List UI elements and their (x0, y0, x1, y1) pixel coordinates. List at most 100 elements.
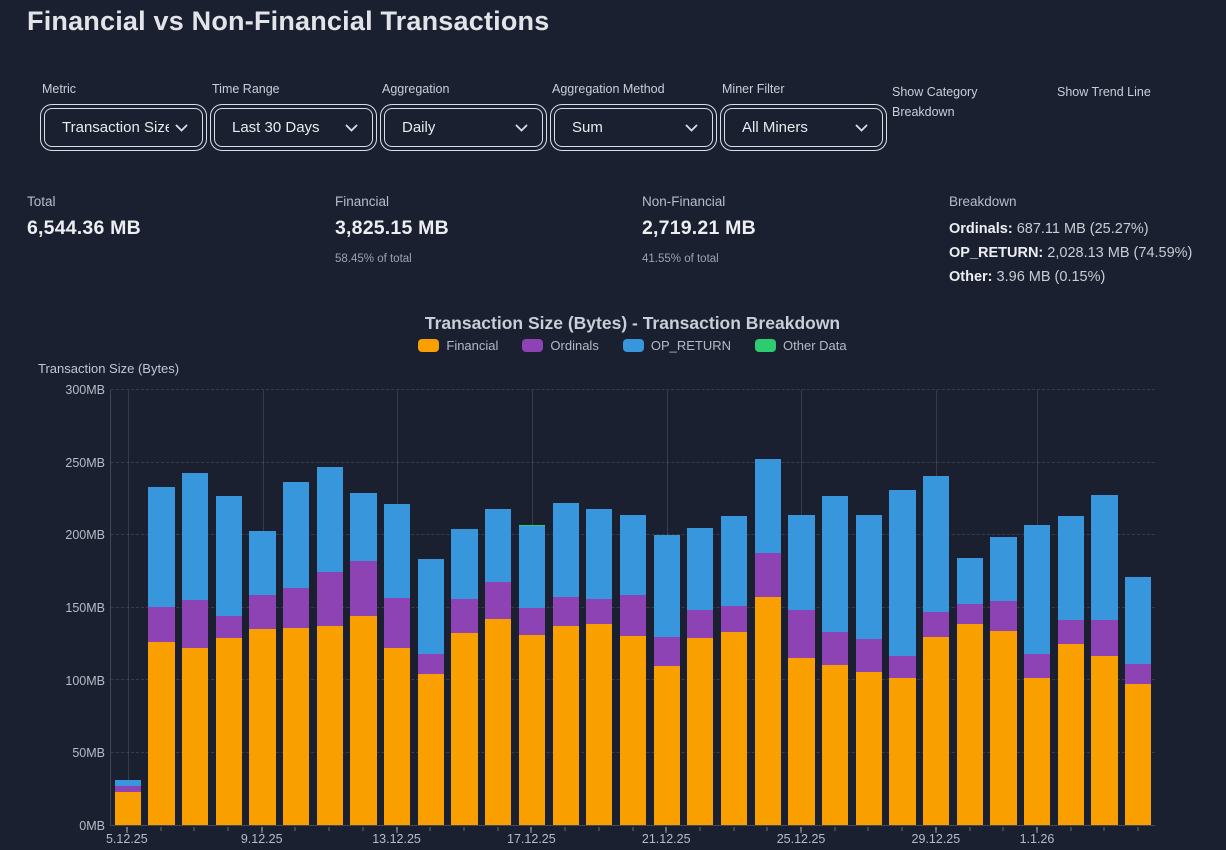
stacked-bar-16.12.25 (485, 509, 512, 825)
bar-segment-op-return (518, 525, 546, 609)
x-tick-mark (193, 827, 195, 831)
filter-time-range: Time Range Last 30 Days (210, 82, 380, 151)
stacked-bar-10.12.25 (283, 482, 310, 825)
bar-segment-op-return (1125, 577, 1152, 665)
bar-segment-op-return (586, 509, 613, 599)
x-tick-mark-major (261, 827, 263, 833)
bar-slot (212, 390, 246, 825)
stacked-bar-25.12.25 (788, 514, 815, 825)
bar-slot (650, 390, 684, 825)
legend-label: Ordinals (550, 338, 599, 353)
chevron-down-icon (175, 124, 188, 132)
stacked-bar-15.12.25 (451, 528, 478, 825)
stacked-bar-22.12.25 (687, 528, 714, 825)
time-range-label: Time Range (212, 82, 280, 96)
aggregation-select-inner: Daily (384, 108, 543, 147)
x-tick-mark (1002, 827, 1004, 831)
bar-segment-op-return (417, 559, 445, 654)
bar-slot (582, 390, 616, 825)
legend-item-op-return[interactable]: OP_RETURN (622, 338, 732, 353)
bar-slot (1121, 390, 1155, 825)
bar-slot (987, 390, 1021, 825)
bar-slot (1054, 390, 1088, 825)
stacked-bar-29.12.25 (922, 476, 950, 825)
bar-segment-op-return (485, 509, 512, 583)
legend-item-ordinals[interactable]: Ordinals (522, 338, 599, 353)
bar-segment-ordinals (552, 596, 579, 626)
stacked-bar-7.12.25 (182, 473, 209, 825)
stat-non-financial-sub: 41.55% of total (642, 253, 719, 265)
x-tick-mark (429, 827, 431, 831)
chart-legend: Financial Ordinals OP_RETURN Other Data (110, 338, 1155, 353)
bar-segment-ordinals (754, 553, 781, 597)
x-tick-label: 25.12.25 (776, 832, 826, 846)
bar-segment-financial (1023, 677, 1051, 825)
legend-item-other-data[interactable]: Other Data (755, 338, 847, 353)
bar-segment-ordinals (586, 598, 613, 624)
bar-slot (347, 390, 381, 825)
aggregation-method-label: Aggregation Method (552, 82, 665, 96)
bar-segment-ordinals (518, 608, 546, 635)
y-tick-label: 150MB (65, 601, 105, 615)
bar-segment-op-return (384, 503, 411, 598)
chevron-down-icon (855, 124, 868, 132)
stacked-bar-31.12.25 (990, 536, 1017, 825)
h-gridline (111, 461, 1155, 463)
metric-select-inner: Transaction Size (44, 108, 203, 147)
stacked-bar-3.1.26 (1091, 494, 1118, 825)
y-tick-label: 100MB (65, 673, 105, 688)
bar-segment-financial (619, 636, 647, 825)
x-tick-mark (699, 827, 701, 831)
filter-show-category-breakdown[interactable]: Show Category Breakdown (890, 82, 1055, 151)
bar-segment-financial (350, 615, 377, 825)
bar-slot (1088, 390, 1122, 825)
stat-financial: Financial 3,825.15 MB 58.45% of total (335, 194, 449, 265)
stacked-bar-23.12.25 (720, 515, 748, 825)
x-tick-mark (598, 827, 600, 831)
stat-breakdown-label: Breakdown (949, 194, 1017, 209)
bar-segment-ordinals (619, 595, 647, 637)
bar-slot (751, 390, 785, 825)
metric-select[interactable]: Transaction Size (40, 104, 207, 151)
bar-slot (785, 390, 819, 825)
miner-filter-select-inner: All Miners (724, 108, 883, 147)
x-tick-mark (362, 827, 364, 831)
stat-total-value: 6,544.36 MB (27, 217, 141, 239)
stacked-bar-14.12.25 (417, 558, 445, 825)
stat-financial-sub: 58.45% of total (335, 253, 412, 265)
filter-aggregation-method: Aggregation Method Sum (550, 82, 720, 151)
bar-segment-ordinals (417, 653, 445, 674)
legend-label: OP_RETURN (650, 338, 732, 353)
bar-segment-financial (922, 636, 950, 825)
stacked-bar-13.12.25 (384, 503, 411, 825)
bar-segment-ordinals (956, 604, 983, 625)
stacked-bar-9.12.25 (249, 531, 276, 825)
bar-segment-op-return (956, 558, 983, 605)
miner-filter-select[interactable]: All Miners (720, 104, 887, 151)
legend-item-financial[interactable]: Financial (418, 338, 498, 353)
bar-segment-ordinals (215, 615, 242, 638)
bar-segment-op-return (283, 482, 310, 588)
filter-bar: Metric Transaction Size Time Range Last … (40, 82, 1220, 151)
time-range-select[interactable]: Last 30 Days (210, 104, 377, 151)
aggregation-method-select-inner: Sum (554, 108, 713, 147)
x-tick-mark-major (935, 827, 937, 833)
bar-segment-op-return (148, 486, 175, 608)
legend-swatch-icon (522, 339, 544, 352)
y-axis-labels: 0MB 50MB 100MB 150MB 200MB 250MB 300MB (30, 383, 105, 833)
aggregation-method-select-value: Sum (572, 119, 603, 136)
filter-show-trend-line[interactable]: Show Trend Line (1055, 82, 1220, 151)
metric-select-value: Transaction Size (62, 119, 169, 136)
aggregation-method-select[interactable]: Sum (550, 104, 717, 151)
bar-segment-ordinals (316, 572, 344, 626)
x-tick-label: 13.12.25 (372, 832, 421, 846)
bar-segment-ordinals (148, 607, 175, 643)
legend-label: Financial (446, 338, 499, 353)
bar-segment-financial (182, 647, 209, 825)
stacked-bar-2.1.26 (1057, 515, 1084, 825)
y-axis-title: Transaction Size (Bytes) (38, 361, 180, 376)
aggregation-select[interactable]: Daily (380, 104, 547, 151)
bar-segment-financial (417, 673, 445, 825)
x-tick-label: 1.1.26 (1019, 832, 1055, 846)
bar-slot (818, 390, 852, 825)
